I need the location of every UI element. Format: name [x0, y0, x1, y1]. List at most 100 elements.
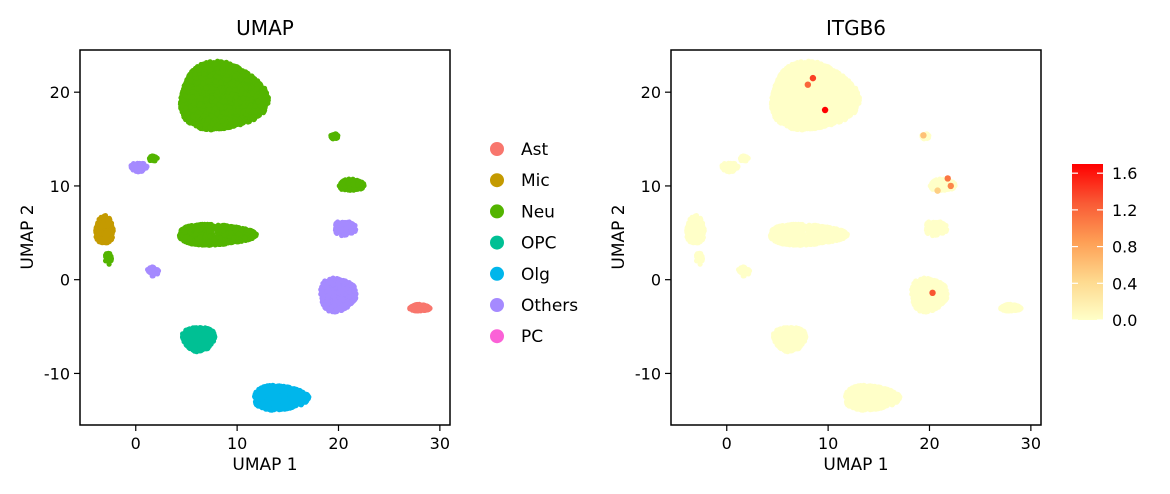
umap-point-neu — [209, 85, 215, 91]
umap-point-neu — [262, 88, 268, 94]
umap-point-neu — [262, 97, 268, 103]
umap-point-neu — [205, 116, 211, 123]
umap-point-neu — [203, 62, 209, 68]
umap-point-neu — [359, 182, 365, 188]
umap-point-others — [129, 165, 135, 171]
umap-point-others — [341, 221, 347, 227]
umap-point-mic — [105, 219, 111, 225]
umap-point-mic — [106, 237, 112, 243]
umap-point-neu — [207, 67, 213, 73]
umap-point-mic — [101, 231, 107, 237]
umap-point-neu — [228, 230, 234, 236]
umap-point-neu — [182, 93, 188, 99]
umap-point-neu — [196, 67, 202, 73]
umap-point-others — [323, 303, 330, 309]
umap-point-neu — [184, 110, 190, 116]
umap-point-neu — [224, 77, 230, 83]
umap-point-neu — [195, 85, 201, 92]
umap-point-neu — [241, 118, 247, 124]
umap-point-neu — [191, 99, 197, 106]
umap-point-others — [352, 228, 358, 234]
umap-point-neu — [206, 107, 212, 113]
umap-point-others — [342, 302, 348, 308]
umap-point-others — [341, 286, 347, 292]
umap-point-others — [147, 269, 153, 275]
umap-point-neu — [229, 91, 235, 98]
umap-point-others — [342, 226, 349, 232]
umap-point-neu — [248, 74, 254, 80]
umap-point-neu — [239, 87, 245, 93]
umap-point-neu — [214, 89, 220, 95]
umap-point-neu — [235, 231, 241, 237]
umap-point-neu — [233, 119, 239, 126]
umap-point-neu — [220, 64, 226, 71]
umap-point-mic — [99, 239, 105, 245]
umap-point-others — [332, 297, 338, 303]
umap-point-neu — [255, 107, 261, 113]
umap-point-neu — [195, 109, 201, 115]
umap-point-neu — [185, 116, 191, 123]
umap-title: UMAP — [236, 16, 294, 40]
umap-point-neu — [207, 233, 213, 239]
umap-point-neu — [190, 94, 196, 100]
umap-point-neu — [231, 235, 237, 241]
umap-point-others — [348, 282, 354, 288]
umap-point-neu — [245, 107, 251, 114]
umap-point-neu — [227, 117, 233, 123]
umap-point-others — [328, 306, 334, 312]
umap-point-neu — [192, 239, 198, 245]
umap-point-neu — [255, 98, 261, 105]
umap-point-others — [351, 294, 357, 300]
umap-point-neu — [206, 78, 212, 84]
umap-point-neu — [340, 181, 346, 187]
umap-point-neu — [212, 79, 218, 85]
umap-point-neu — [227, 69, 233, 75]
umap-point-others — [327, 279, 334, 285]
umap-point-neu — [187, 104, 193, 110]
umap-point-neu — [200, 80, 206, 87]
umap-point-neu — [213, 73, 219, 79]
umap-point-neu — [249, 235, 255, 241]
umap-point-neu — [232, 87, 238, 93]
umap-point-neu — [206, 239, 212, 245]
umap-point-others — [141, 162, 147, 168]
umap-point-neu — [350, 181, 356, 188]
umap-point-others — [342, 232, 348, 238]
umap-point-neu — [227, 96, 233, 102]
umap-point-neu — [221, 238, 227, 245]
umap-point-neu — [235, 108, 241, 114]
umap-point-neu — [207, 73, 213, 79]
umap-point-neu — [220, 228, 226, 234]
umap-point-others — [335, 220, 341, 226]
umap-point-mic — [100, 220, 106, 226]
umap-point-others — [336, 276, 342, 282]
umap-point-neu — [216, 102, 222, 108]
umap-point-neu — [190, 114, 196, 120]
umap-point-others — [331, 302, 338, 308]
umap-point-neu — [351, 186, 357, 192]
umap-point-neu — [249, 90, 255, 97]
umap-point-mic — [94, 233, 100, 239]
umap-point-neu — [203, 85, 209, 91]
umap-point-neu — [214, 111, 220, 117]
umap-point-neu — [189, 223, 195, 229]
umap-point-neu — [151, 157, 157, 163]
umap-point-neu — [202, 122, 208, 128]
umap-point-neu — [246, 227, 252, 234]
umap-point-neu — [182, 229, 188, 235]
umap-point-mic — [93, 226, 99, 232]
umap-point-neu — [331, 131, 337, 138]
umap-point-neu — [240, 95, 246, 102]
umap-point-neu — [252, 103, 258, 109]
umap-point-neu — [254, 86, 260, 92]
umap-point-neu — [190, 89, 196, 95]
umap-point-neu — [226, 87, 232, 93]
umap-point-neu — [220, 98, 226, 104]
umap-point-neu — [238, 76, 244, 82]
umap-point-neu — [212, 61, 218, 67]
umap-point-neu — [197, 102, 203, 108]
umap-point-neu — [244, 77, 250, 83]
umap-point-neu — [195, 121, 201, 127]
umap-point-mic — [96, 216, 102, 222]
